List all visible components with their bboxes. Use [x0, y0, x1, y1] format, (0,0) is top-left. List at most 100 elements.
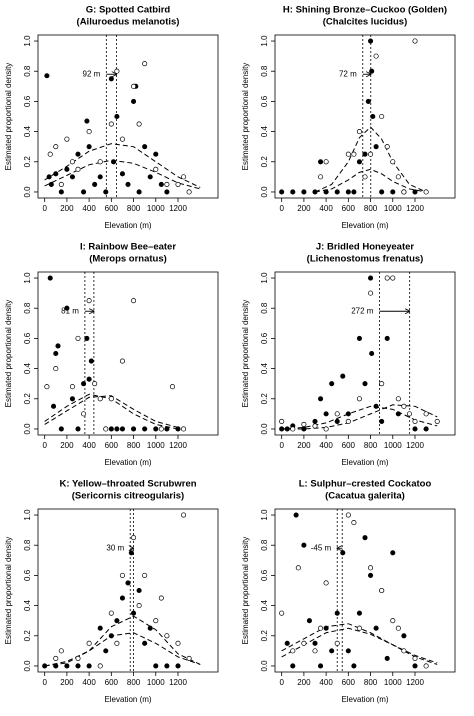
panel: H: Shining Bronze–Cuckoo (Golden)(Chalci…: [241, 5, 456, 230]
point: [111, 159, 117, 165]
point: [395, 396, 401, 402]
x-tick-label: 0: [42, 441, 47, 450]
point: [48, 181, 54, 187]
point: [47, 275, 53, 281]
point: [114, 68, 120, 74]
point: [119, 572, 125, 578]
point: [334, 640, 340, 646]
y-tick-label: 0.0: [23, 186, 32, 198]
x-tick-label: 1000: [147, 204, 165, 213]
panel-title: I: Rainbow Bee–eater: [80, 242, 176, 253]
point: [362, 381, 368, 387]
shift-label: 72 m: [339, 69, 357, 78]
point: [75, 335, 81, 341]
x-tick-label: 1200: [406, 204, 424, 213]
y-tick-label: 0.4: [23, 599, 32, 611]
plot-frame: [274, 271, 456, 436]
point: [301, 426, 307, 432]
point: [86, 376, 92, 382]
point: [131, 98, 137, 104]
point: [175, 426, 181, 432]
point: [434, 418, 440, 424]
point: [356, 625, 362, 631]
y-axis-label: Estimated proportional density: [241, 300, 250, 408]
y-tick-label: 0.0: [260, 186, 269, 198]
panel-title: L: Sulphur–crested Cockatoo: [299, 479, 432, 490]
point: [323, 580, 329, 586]
panel: G: Spotted Catbird(Ailuroedus melanotis)…: [4, 5, 219, 230]
x-tick-label: 600: [342, 678, 356, 687]
plot-frame: [274, 508, 456, 673]
point: [369, 350, 375, 357]
point: [97, 625, 103, 631]
point: [323, 625, 329, 631]
x-tick-label: 200: [60, 204, 74, 213]
y-tick-label: 0.8: [23, 539, 32, 551]
point: [58, 648, 64, 654]
point: [395, 411, 401, 417]
point: [351, 189, 357, 195]
point: [119, 426, 125, 432]
point: [345, 151, 351, 157]
y-axis-label: Estimated proportional density: [4, 537, 13, 645]
y-tick-label: 0.0: [23, 423, 32, 435]
density-curve: [44, 615, 201, 667]
panel: I: Rainbow Bee–eater(Merops ornatus) Elev…: [4, 242, 219, 467]
point: [368, 151, 374, 157]
point: [412, 655, 418, 661]
x-tick-label: 1000: [147, 678, 165, 687]
point: [345, 512, 351, 518]
point: [384, 144, 390, 150]
point: [97, 159, 103, 165]
x-tick-label: 1000: [384, 678, 402, 687]
panel-subtitle: (Lichenostomus frenatus): [307, 254, 424, 265]
point: [284, 640, 290, 646]
y-tick-label: 0.0: [260, 660, 269, 672]
point: [181, 426, 187, 432]
point: [345, 648, 351, 654]
point: [423, 411, 429, 417]
point: [175, 663, 181, 669]
point: [340, 373, 346, 379]
point: [295, 565, 301, 571]
point: [84, 335, 90, 341]
point: [290, 189, 296, 195]
point: [390, 550, 396, 556]
point: [64, 663, 70, 669]
point: [108, 633, 114, 639]
density-curve: [44, 143, 201, 188]
point: [370, 113, 376, 120]
point: [186, 189, 192, 195]
point: [64, 136, 70, 142]
y-tick-label: 0.4: [260, 362, 269, 374]
point: [164, 181, 170, 187]
point: [147, 625, 153, 631]
density-curve: [44, 395, 179, 428]
point: [53, 144, 59, 150]
y-axis-label: Estimated proportional density: [241, 537, 250, 645]
x-tick-label: 600: [105, 678, 119, 687]
x-tick-label: 600: [105, 441, 119, 450]
point: [412, 418, 418, 424]
point: [44, 73, 50, 79]
point: [379, 587, 385, 594]
point: [64, 305, 70, 311]
point: [158, 181, 164, 187]
point: [175, 181, 181, 187]
y-tick-label: 0.6: [23, 95, 32, 107]
point: [97, 174, 103, 180]
point: [279, 189, 285, 195]
y-tick-label: 0.2: [23, 393, 32, 405]
point: [301, 189, 307, 195]
point: [86, 663, 92, 669]
point: [186, 655, 192, 661]
point: [169, 384, 175, 390]
point: [340, 550, 346, 556]
point: [318, 396, 324, 402]
panel-title: G: Spotted Catbird: [86, 5, 171, 16]
y-tick-label: 0.8: [260, 539, 269, 551]
x-tick-label: 800: [127, 204, 141, 213]
shift-label: 92 m: [83, 69, 101, 78]
point: [114, 618, 120, 624]
point: [147, 174, 153, 180]
